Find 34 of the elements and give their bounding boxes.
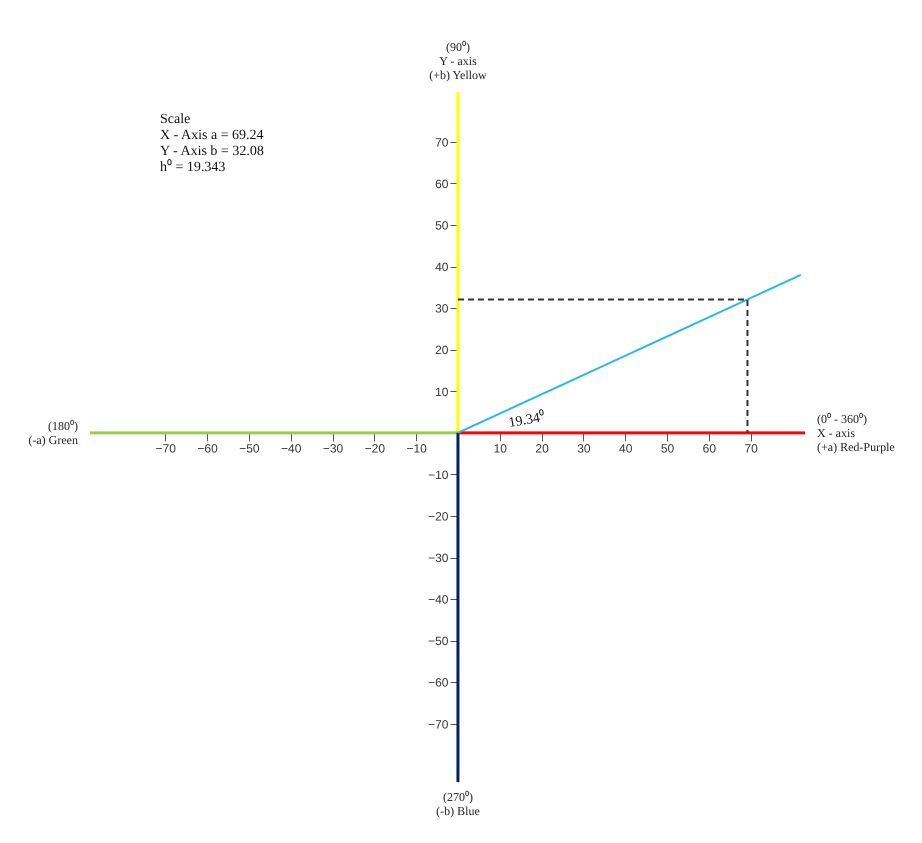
- x-tick-label: −60: [197, 441, 218, 456]
- y-tick-label: −10: [428, 468, 449, 482]
- y-tick-label: −50: [428, 634, 449, 648]
- x-tick-label: −50: [239, 441, 260, 456]
- y-tick-label: 50: [435, 218, 449, 233]
- x-tick-label: 50: [660, 441, 675, 456]
- x-tick-label: −70: [156, 441, 176, 456]
- series-label: (0⁰ - 360⁰) X - axis (+a) Red-Purple: [817, 412, 895, 454]
- y-tick-label: 60: [435, 176, 449, 191]
- y-tick-label: −40: [428, 592, 449, 607]
- x-tick-label: −10: [406, 441, 428, 456]
- annotation: 19.34⁰: [507, 408, 546, 431]
- y-tick-label: 40: [435, 260, 449, 274]
- y-tick-label: 10: [435, 384, 449, 399]
- text: (90⁰) Y - axis (+b) Yellow: [429, 40, 487, 82]
- x-tick-label: −30: [322, 441, 344, 456]
- y-tick-label: −20: [428, 509, 449, 524]
- x-tick-label: 30: [577, 441, 591, 456]
- x-tick-label: 70: [744, 441, 758, 456]
- series-label: (270⁰) (-b) Blue: [436, 790, 480, 818]
- y-tick-label: 20: [435, 343, 449, 358]
- y-tick-label: −70: [428, 717, 449, 732]
- x-tick-label: 20: [535, 441, 550, 456]
- x-tick-label: −20: [364, 441, 386, 456]
- x-tick-label: 60: [702, 441, 716, 456]
- x-tick-label: 40: [619, 441, 633, 456]
- x-tick-label: 10: [494, 441, 508, 456]
- y-tick-label: 70: [435, 135, 449, 150]
- y-tick-label: −60: [428, 676, 449, 690]
- annotation: Scale X - Axis a = 69.24 Y - Axis b = 32.08 h⁰ = 19.343: [160, 112, 264, 175]
- y-tick-label: 30: [435, 302, 449, 316]
- x-tick-label: −40: [281, 441, 302, 456]
- series-label: (180⁰) (-a) Green: [28, 418, 78, 447]
- y-tick-label: −30: [428, 551, 449, 566]
